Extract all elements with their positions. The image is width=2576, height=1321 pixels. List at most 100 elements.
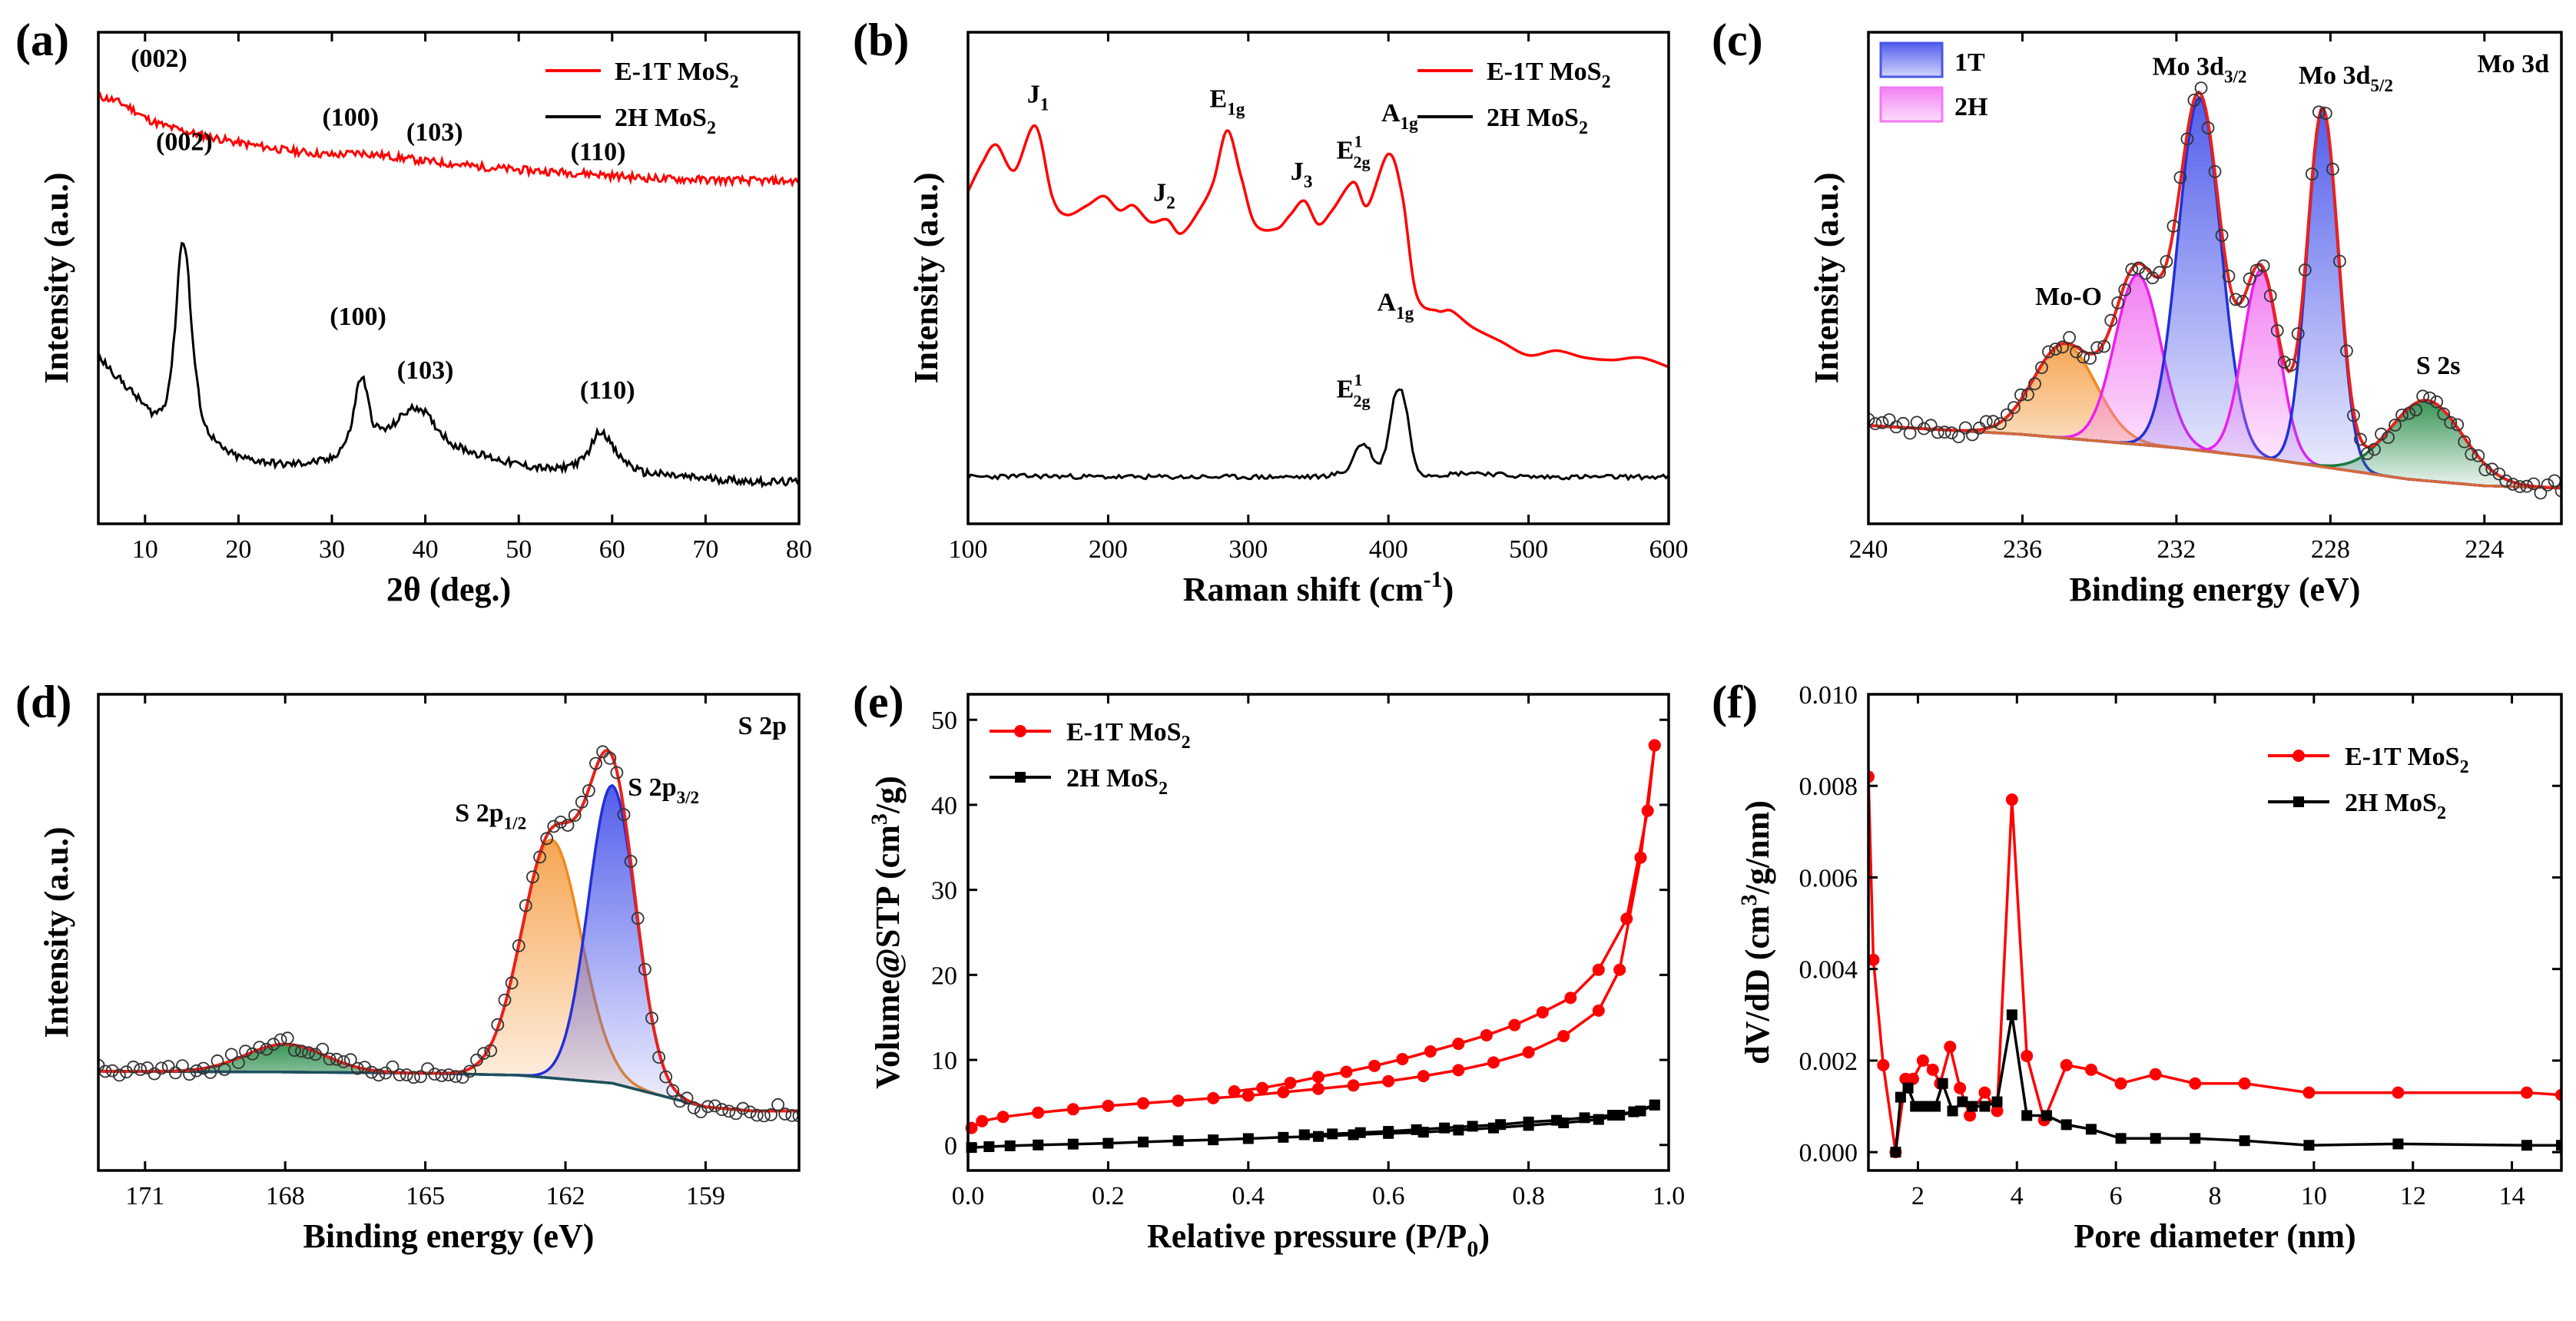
pore-point [2555, 1088, 2561, 1101]
raw-data-point [512, 939, 525, 952]
raman-mode-label-0: J1 [1027, 80, 1049, 114]
raw-data-point [2153, 266, 2167, 280]
raw-data-point [2084, 351, 2097, 365]
raw-data-point [1889, 420, 1903, 434]
raw-data-point [239, 1045, 252, 1058]
plot-area-a [98, 91, 799, 488]
raw-data-point [2409, 403, 2423, 417]
x-tick-label: 228 [2311, 535, 2350, 564]
peak-label-2: Mo 3d5/2 [2299, 61, 2393, 96]
raw-data-point [2077, 350, 2090, 364]
isotherm-line-0 [970, 745, 1656, 1130]
raw-data-point [463, 1064, 476, 1078]
raman-mode-label-3-base: J [1291, 157, 1304, 186]
raw-data-point [2243, 272, 2256, 286]
raman-mode-label-7-base: E [1337, 375, 1354, 403]
x-tick-label: 14 [2499, 1182, 2525, 1210]
plot-area-panel-c-mo3d [1868, 81, 2561, 500]
peak-label-0: S 2p1/2 [455, 799, 526, 833]
peak-annotation-7: (110) [580, 376, 635, 405]
isotherm-point [1340, 1065, 1353, 1078]
raw-data-point [274, 1033, 287, 1047]
raw-data-point [2298, 263, 2312, 276]
peak-label-0: Mo-O [2035, 283, 2102, 311]
raw-data-point [2180, 132, 2194, 146]
y-axis-label: dV/dD (cm3/g/nm) [1736, 800, 1776, 1064]
isotherm-point [1137, 1097, 1149, 1110]
raw-data-point [526, 870, 539, 884]
x-tick-label: 80 [786, 535, 812, 564]
peak-label-1-sub: 3/2 [677, 788, 700, 808]
raw-data-point [1868, 412, 1875, 426]
isotherm-point [1417, 1070, 1430, 1083]
pore-point [2392, 1086, 2405, 1099]
legend-entry-0: E-1T MoS2 [1066, 718, 1191, 753]
raw-data-point [280, 1031, 294, 1045]
legend-swatch-0 [1879, 41, 1944, 78]
raw-data-point [386, 1060, 399, 1074]
raw-data-point [175, 1059, 189, 1072]
y-axis-label-end: /g) [869, 776, 907, 814]
raw-data-point [540, 832, 554, 846]
x-tick-label: 20 [225, 535, 251, 564]
raw-data-point [168, 1066, 182, 1080]
axes-b-frame [966, 31, 1670, 525]
pore-point [1926, 1063, 1939, 1076]
pore-point [1895, 1091, 1906, 1103]
raman-mode-label-4: E1 2g [1337, 131, 1371, 171]
legend-text: E-1T MoS [2345, 743, 2460, 771]
plot-area-b [968, 124, 1669, 482]
x-tick-label: 10 [132, 535, 158, 564]
x-axis-label-base: Relative pressure (P/P [1147, 1217, 1467, 1255]
peak-annotation-4: (002) [156, 128, 213, 157]
isotherm-point [1277, 1086, 1290, 1099]
isotherm-point [1382, 1074, 1395, 1088]
raw-data-point [1924, 419, 1938, 432]
isotherm-point [1102, 1137, 1114, 1149]
raw-data-point [2485, 462, 2499, 476]
raman-mode-label-2-sub: 1g [1227, 100, 1245, 120]
x-tick-label: 240 [1849, 535, 1888, 564]
raw-data-point [1931, 425, 1944, 439]
isotherm-point [1495, 1119, 1507, 1131]
pore-point [2303, 1140, 2315, 1151]
raw-data-point [211, 1054, 224, 1068]
pore-point [1944, 1041, 1957, 1054]
raw-data-point [589, 757, 602, 770]
raw-data-point [2437, 407, 2451, 421]
panel-d-s2p: 171 168 165 162 159 Binding energy (eV) Intens… [38, 693, 801, 1255]
raw-data-point [652, 1051, 665, 1064]
pore-point [2060, 1058, 2073, 1071]
raw-data-point [231, 1056, 245, 1069]
raw-data-point [631, 912, 645, 925]
raw-data-point [112, 1068, 126, 1082]
raw-data-point [2339, 344, 2353, 358]
fitted-peak-fill-0 [1868, 344, 2561, 488]
raw-data-point [2312, 105, 2326, 119]
raw-data-point [596, 745, 609, 759]
x-tick-label: 0.0 [952, 1182, 985, 1210]
x-axis-label-base: Binding energy (eV) [303, 1217, 595, 1255]
raman-mode-label-4-base: E [1337, 137, 1354, 165]
pore-point [1991, 1096, 2003, 1107]
legend-marker-0 [2293, 750, 2305, 762]
raw-data-point [2326, 162, 2339, 176]
pore-point [1868, 953, 1880, 966]
raman-mode-label-1: J2 [1153, 178, 1175, 213]
isotherm-point [1383, 1126, 1394, 1137]
legend-text: 2H MoS [1066, 764, 1159, 793]
raw-data-point [2346, 409, 2360, 422]
raw-data-point [659, 1070, 673, 1084]
isotherm-point [1564, 992, 1577, 1005]
legend-entry-1: 2H MoS2 [2345, 789, 2446, 823]
panel-label: (b) [853, 15, 909, 65]
x-tick-label: 30 [319, 535, 345, 564]
isotherm-point [1032, 1106, 1045, 1119]
isotherm-point [1480, 1028, 1493, 1041]
raw-data-point [2353, 432, 2367, 446]
raw-data-point [253, 1041, 267, 1054]
pore-point [1957, 1096, 1968, 1107]
raw-data-point [1903, 426, 1917, 440]
raw-data-point [393, 1068, 406, 1081]
series-e1t-xrd-line [98, 91, 799, 188]
